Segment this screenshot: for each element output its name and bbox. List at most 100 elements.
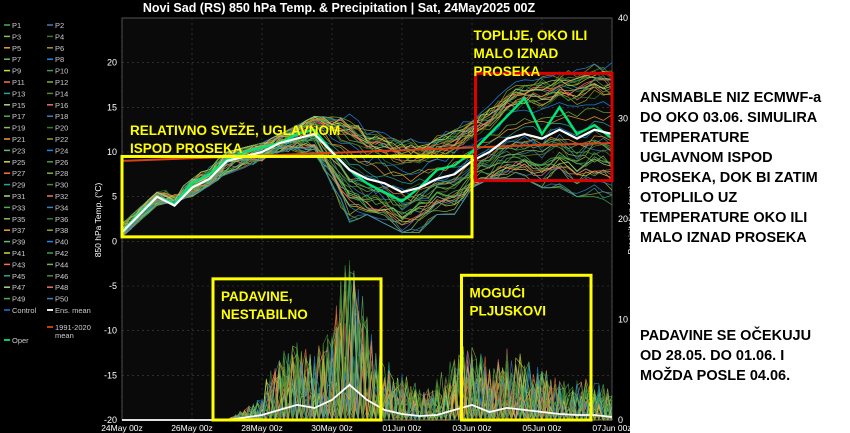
x-tick-label: 26May 00z xyxy=(171,423,213,433)
legend-label-p1: P1 xyxy=(12,21,21,30)
legend-label-p49: P49 xyxy=(12,295,25,304)
legend-label-p8: P8 xyxy=(55,55,64,64)
chart-title: Novi Sad (RS) 850 hPa Temp. & Precipitat… xyxy=(143,1,536,15)
y-tick-label: 15 xyxy=(107,102,117,112)
x-tick-label: 28May 00z xyxy=(241,423,283,433)
member-line-p20 xyxy=(121,71,613,224)
legend-label-p9: P9 xyxy=(12,67,21,76)
legend-label-p23: P23 xyxy=(12,146,25,155)
legend-label-p35: P35 xyxy=(12,215,25,224)
oper-line xyxy=(121,96,613,234)
annotation-box-2 xyxy=(120,154,474,239)
y-tick-label: -5 xyxy=(109,281,117,291)
legend-label-p37: P37 xyxy=(12,226,25,235)
x-tick-label: 07Jun 00z xyxy=(592,423,631,433)
x-tick-label: 30May 00z xyxy=(311,423,353,433)
y-tick-label: 10 xyxy=(107,147,117,157)
legend: P1 P2 P3 P4 P5 P6 P7 P8 P9 P10 P11 P12 P13 P14 P15 P16 P… xyxy=(4,21,91,345)
annotation-text-1: TOPLIJE, OKO ILI MALO IZNAD PROSEKA xyxy=(474,28,588,79)
ens-mean-line xyxy=(121,128,613,234)
legend-label-p16: P16 xyxy=(55,101,68,110)
legend-label-p26: P26 xyxy=(55,158,68,167)
legend-label-p50: P50 xyxy=(55,295,68,304)
precip-ens-mean-line xyxy=(122,383,613,421)
y2-tick-label: 0 xyxy=(618,415,623,425)
x-tick-label: 05Jun 00z xyxy=(522,423,561,433)
annotation-text-4: MOGUĆI PLJUSKOVI xyxy=(470,285,547,318)
annotations-layer: TOPLIJE, OKO ILI MALO IZNAD PROSEKA RELATIV… xyxy=(120,28,614,422)
legend-label-p6: P6 xyxy=(55,44,64,53)
legend-label-p30: P30 xyxy=(55,181,68,190)
annotation-box-3 xyxy=(211,277,383,422)
side-note-precipitation: PADAVINE SE OČEKUJU OD 28.05. DO 01.06. … xyxy=(640,328,812,384)
legend-label-p19: P19 xyxy=(12,124,25,133)
y-tick-label: -20 xyxy=(104,415,117,425)
member-line-p48 xyxy=(121,144,613,238)
y-tick-label: 20 xyxy=(107,58,117,68)
annotation-box-4 xyxy=(460,273,593,422)
y2-tick-label: 40 xyxy=(618,13,628,23)
legend-label-p4: P4 xyxy=(55,32,64,41)
legend-label-p38: P38 xyxy=(55,226,68,235)
legend-label-p22: P22 xyxy=(55,135,68,144)
y-tick-label: -15 xyxy=(104,370,117,380)
side-note-ensemble: ANSMABLE NIZ ECMWF-a DO OKO 03.06. SIMUL… xyxy=(640,90,822,246)
y2-axis-label: Precipitation (mm) xyxy=(626,185,636,254)
legend-label-p5: P5 xyxy=(12,44,21,53)
member-line-p47 xyxy=(121,74,613,230)
legend-label-p3: P3 xyxy=(12,32,21,41)
member-line-p37 xyxy=(121,114,613,230)
legend-label-p40: P40 xyxy=(55,238,68,247)
member-line-p42 xyxy=(121,78,613,226)
y2-tick-label: 30 xyxy=(618,114,628,124)
member-line-p49 xyxy=(121,139,613,235)
x-tick-label: 24May 00z xyxy=(101,423,143,433)
legend-label-p43: P43 xyxy=(12,260,25,269)
y2-tick-label: 10 xyxy=(618,315,628,325)
legend-label-p11: P11 xyxy=(12,78,25,87)
y-tick-label: 0 xyxy=(112,236,117,246)
legend-label-p44: P44 xyxy=(55,260,68,269)
annotation-text-2: RELATIVNO SVEŽE, UGLAVNOM ISPOD PROSEKA xyxy=(130,123,340,156)
legend-label-p31: P31 xyxy=(12,192,25,201)
legend-label-p27: P27 xyxy=(12,169,25,178)
legend-label-p36: P36 xyxy=(55,215,68,224)
legend-label-p42: P42 xyxy=(55,249,68,258)
legend-label-p29: P29 xyxy=(12,181,25,190)
legend-label-p20: P20 xyxy=(55,124,68,133)
legend-label-p28: P28 xyxy=(55,169,68,178)
annotation-text-3: PADAVINE, NESTABILNO xyxy=(221,289,308,322)
legend-label-extra: Control xyxy=(12,306,37,315)
legend-label-p33: P33 xyxy=(12,203,25,212)
legend-label-p13: P13 xyxy=(12,89,25,98)
legend-label-p15: P15 xyxy=(12,101,25,110)
legend-label-p39: P39 xyxy=(12,238,25,247)
legend-label-p48: P48 xyxy=(55,283,68,292)
legend-label-p2: P2 xyxy=(55,21,64,30)
legend-label-p45: P45 xyxy=(12,272,25,281)
legend-label-p24: P24 xyxy=(55,146,68,155)
legend-label-p7: P7 xyxy=(12,55,21,64)
legend-label-p12: P12 xyxy=(55,78,68,87)
legend-label-p34: P34 xyxy=(55,203,68,212)
legend-label-p47: P47 xyxy=(12,283,25,292)
y-axis-label: 850 hPa Temp. (°C) xyxy=(93,183,103,258)
legend-label-p32: P32 xyxy=(55,192,68,201)
y-tick-label: 5 xyxy=(112,192,117,202)
legend-label-p21: P21 xyxy=(12,135,25,144)
y2-tick-label: 20 xyxy=(618,214,628,224)
legend-label-extra: Oper xyxy=(12,336,29,345)
legend-label-p10: P10 xyxy=(55,67,68,76)
ensemble-members-layer xyxy=(121,62,613,238)
legend-label-p14: P14 xyxy=(55,89,68,98)
legend-label-p17: P17 xyxy=(12,112,25,121)
legend-label-p25: P25 xyxy=(12,158,25,167)
legend-label-p18: P18 xyxy=(55,112,68,121)
y-tick-label: -10 xyxy=(104,326,117,336)
legend-label-p41: P41 xyxy=(12,249,25,258)
annotation-box-1 xyxy=(474,71,614,183)
legend-label-extra: 1991-2020 mean xyxy=(55,323,91,340)
x-tick-label: 01Jun 00z xyxy=(382,423,421,433)
legend-label-extra: Ens. mean xyxy=(55,306,91,315)
